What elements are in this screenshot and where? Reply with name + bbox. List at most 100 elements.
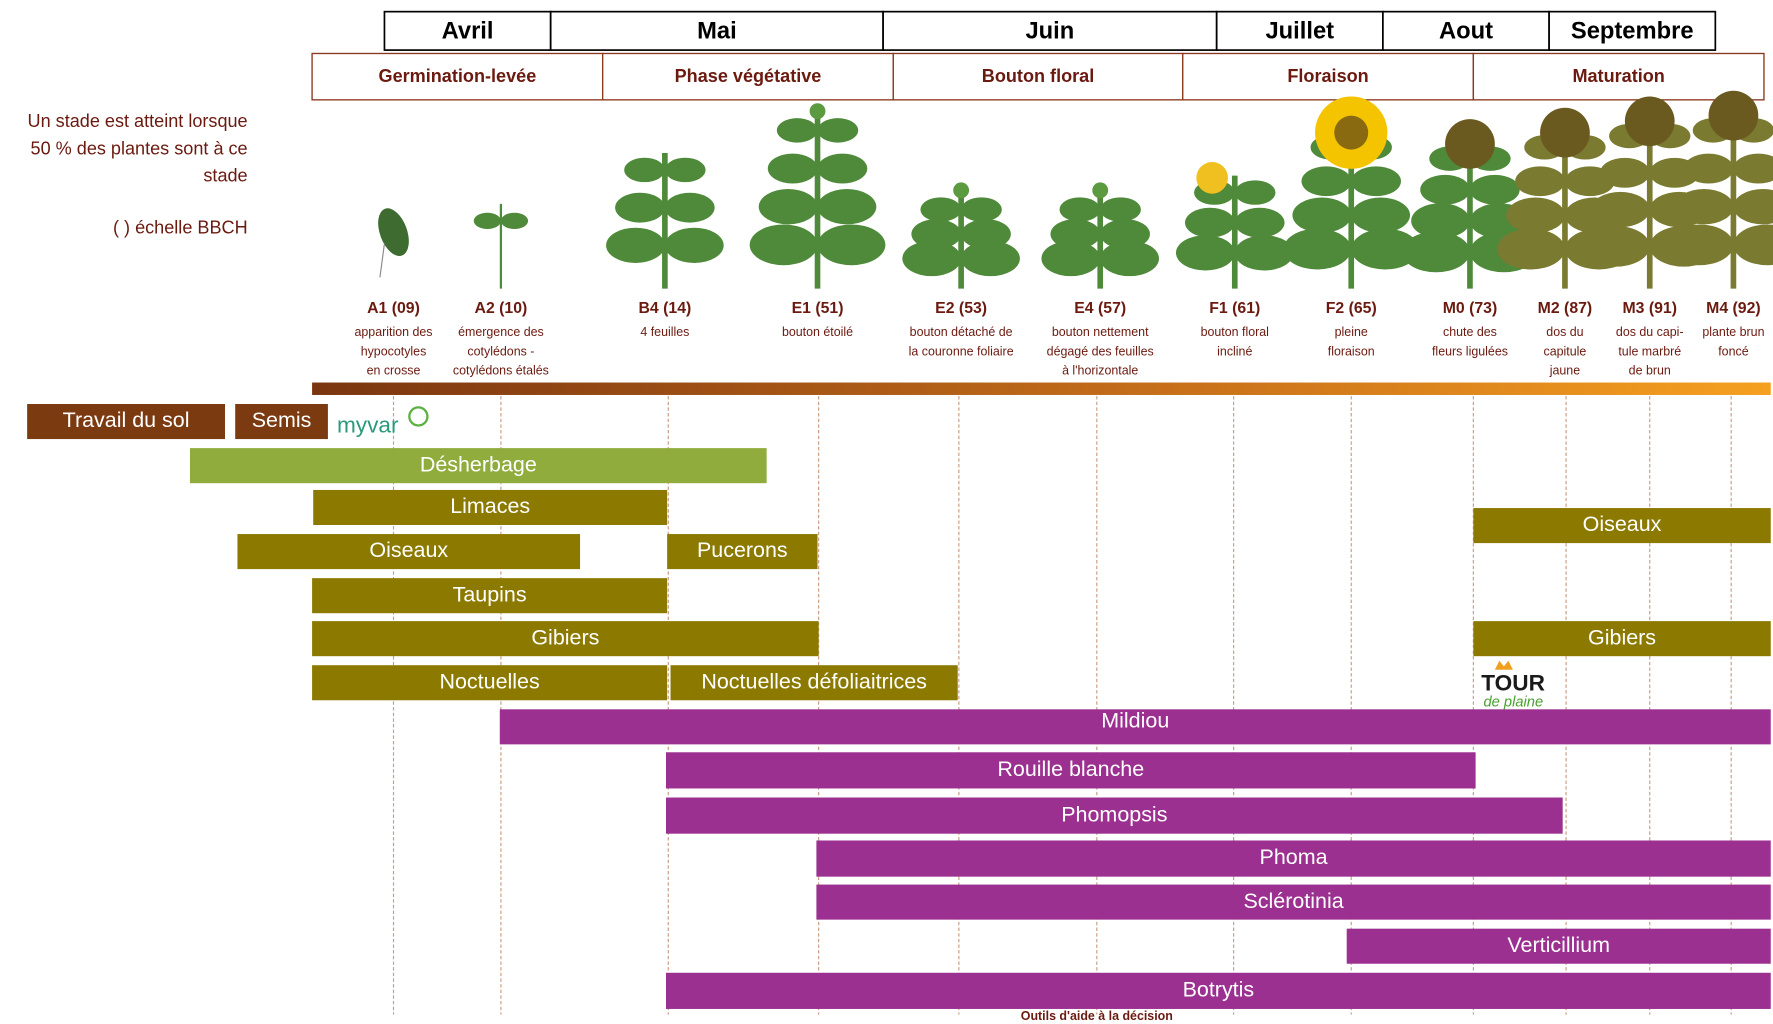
bar-label: Semis	[252, 408, 312, 432]
leaf	[1283, 229, 1351, 270]
logo-myvar-mark	[409, 407, 427, 425]
stage-description: la couronne foliaire	[909, 344, 1014, 358]
leaf	[818, 189, 877, 224]
bar-label: Pucerons	[697, 538, 788, 562]
leaf	[1351, 198, 1410, 233]
stage-description: capitule	[1544, 344, 1587, 358]
bar-label: Noctuelles défoliaitrices	[701, 669, 927, 693]
month-label: Aout	[1439, 18, 1493, 44]
phase-label: Maturation	[1572, 66, 1664, 86]
leaf	[1470, 175, 1520, 205]
stage-code: B4 (14)	[638, 300, 691, 317]
stage-code: A1 (09)	[367, 300, 420, 317]
leaf	[818, 225, 886, 266]
note-line: Un stade est atteint lorsque	[28, 111, 248, 131]
leaf	[1041, 241, 1100, 276]
stage-description: cotylédons étalés	[453, 364, 549, 378]
leaf	[777, 118, 818, 142]
stage-code: M2 (87)	[1538, 300, 1593, 317]
plant-illustration	[372, 204, 415, 277]
leaf	[615, 193, 665, 223]
leaf	[1402, 232, 1470, 273]
stage-description: dos du capi-	[1616, 325, 1684, 339]
stage-code: E2 (53)	[935, 300, 987, 317]
stage-code: E4 (57)	[1074, 300, 1126, 317]
plant-illustration	[1666, 91, 1773, 289]
stage-code: E1 (51)	[792, 300, 844, 317]
bar-label: Désherbage	[420, 452, 537, 476]
leaf	[1733, 154, 1773, 184]
leaf	[961, 241, 1020, 276]
bar-label: Rouille blanche	[997, 757, 1144, 781]
stage-description: floraison	[1328, 344, 1375, 358]
stage-description: foncé	[1718, 344, 1748, 358]
leaf	[1176, 235, 1235, 270]
stage-description: incliné	[1217, 344, 1252, 358]
leaf	[1675, 189, 1734, 224]
plant-illustration	[1283, 96, 1419, 288]
leaf	[665, 158, 706, 182]
leaf	[1100, 241, 1159, 276]
note-scale: ( ) échelle BBCH	[113, 218, 248, 238]
leaf	[1506, 198, 1565, 233]
leaf	[665, 228, 724, 263]
stage-code: M4 (92)	[1706, 300, 1761, 317]
stage-description: dos du	[1546, 325, 1583, 339]
plant-illustration	[1176, 162, 1294, 289]
leaf	[1060, 197, 1101, 221]
leaf	[1185, 208, 1235, 238]
month-label: Avril	[442, 18, 494, 44]
stage-code: A2 (10)	[475, 300, 528, 317]
stage-description: pleine	[1335, 325, 1368, 339]
bud	[810, 103, 826, 119]
leaf	[1666, 225, 1734, 266]
bud	[953, 182, 969, 198]
phase-label: Germination-levée	[379, 66, 537, 86]
flower-center	[1334, 116, 1368, 150]
plant-illustration	[474, 204, 528, 289]
leaf	[1591, 192, 1650, 227]
stage-description: fleurs ligulées	[1432, 344, 1508, 358]
note-line: stade	[203, 166, 247, 186]
bar-label: Taupins	[453, 582, 527, 606]
bar-label: Verticillium	[1507, 933, 1610, 957]
stage-description: de brun	[1629, 364, 1671, 378]
leaf	[474, 213, 501, 229]
leaf	[1235, 208, 1285, 238]
bar-label: Limaces	[450, 494, 530, 518]
stage-description: bouton détaché de	[910, 325, 1013, 339]
stage-description: plante brun	[1702, 325, 1764, 339]
leaf	[1733, 225, 1773, 266]
stage-description: en crosse	[367, 364, 421, 378]
leaf	[750, 225, 818, 266]
stage-code: M0 (73)	[1443, 300, 1498, 317]
leaf	[759, 189, 818, 224]
stage-description: hypocotyles	[361, 344, 427, 358]
stage-description: 4 feuilles	[640, 325, 689, 339]
flower-head	[1709, 91, 1759, 141]
logo-tour: TOUR	[1481, 670, 1545, 695]
stage-description: bouton nettement	[1052, 325, 1149, 339]
stage-code: F1 (61)	[1209, 300, 1260, 317]
logo-plaine: de plaine	[1484, 694, 1544, 710]
bar-label: Mildiou	[1101, 708, 1169, 732]
month-label: Septembre	[1571, 18, 1694, 44]
stage-description: chute des	[1443, 325, 1497, 339]
logo-crown	[1495, 661, 1513, 670]
logo-myvar: myvar	[337, 413, 399, 438]
footer: Outils d'aide à la décision	[1021, 1009, 1173, 1023]
leaf	[1420, 175, 1470, 205]
stage-description: tule marbré	[1618, 344, 1681, 358]
bar-label: Travail du sol	[63, 408, 190, 432]
plant-illustration	[606, 153, 724, 289]
flower-head	[1625, 96, 1675, 146]
bar-label: Gibiers	[531, 625, 599, 649]
stage-description: dégagé des feuilles	[1047, 344, 1154, 358]
stage-description: jaune	[1549, 364, 1580, 378]
leaf	[1515, 166, 1565, 196]
plant-illustration	[750, 103, 886, 288]
bar-label: Oiseaux	[369, 538, 448, 562]
leaf	[606, 228, 665, 263]
month-label: Mai	[697, 18, 737, 44]
leaf	[1497, 229, 1565, 270]
